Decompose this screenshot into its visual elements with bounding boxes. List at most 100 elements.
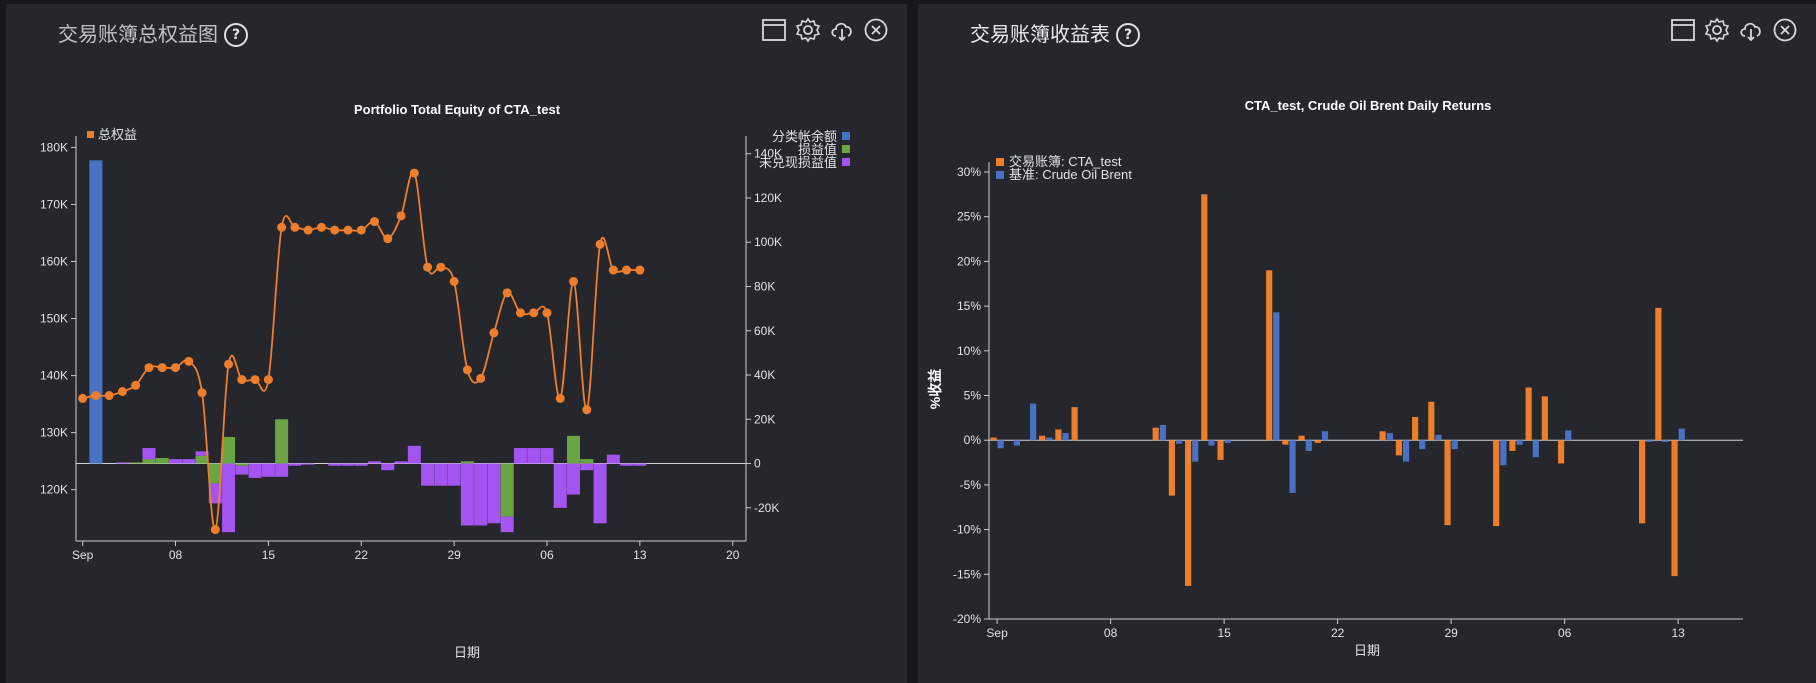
bar-pnl bbox=[155, 458, 169, 464]
legend-swatch-equity bbox=[87, 131, 94, 138]
y-tick-label-right: -20K bbox=[754, 501, 779, 515]
bar-portfolio bbox=[1298, 435, 1305, 441]
help-icon[interactable]: ? bbox=[224, 23, 248, 47]
bar-benchmark bbox=[1305, 440, 1312, 451]
bar-unrealized bbox=[407, 445, 421, 464]
bar-pnl bbox=[142, 459, 156, 464]
equity-point bbox=[370, 217, 380, 227]
bar-portfolio bbox=[1201, 194, 1208, 441]
y-tick-label: -5% bbox=[960, 478, 982, 492]
bar-unrealized bbox=[115, 462, 129, 464]
bar-pnl bbox=[195, 455, 209, 464]
bar-benchmark bbox=[1208, 440, 1215, 446]
download-cloud-icon[interactable] bbox=[829, 17, 855, 43]
equity-panel: 交易账簿总权益图? Portfolio Total Equity of CTA_… bbox=[6, 4, 907, 683]
bar-unrealized bbox=[195, 451, 209, 456]
y-tick-label-right: 20K bbox=[754, 412, 775, 426]
window-icon[interactable] bbox=[761, 17, 787, 43]
y-tick-label: -20% bbox=[953, 612, 981, 626]
equity-point bbox=[117, 387, 127, 397]
bar-unrealized bbox=[341, 463, 355, 466]
bar-unrealized bbox=[169, 459, 183, 464]
help-icon[interactable]: ? bbox=[1116, 23, 1140, 47]
equity-point bbox=[582, 405, 592, 415]
bar-unrealized bbox=[527, 448, 541, 464]
bar-benchmark bbox=[1159, 425, 1166, 441]
y-tick-label-right: 120K bbox=[754, 191, 782, 205]
y-tick-label-right: 0 bbox=[754, 457, 761, 471]
bar-portfolio bbox=[1671, 440, 1678, 577]
bar-unrealized bbox=[487, 463, 501, 524]
equity-point bbox=[250, 375, 260, 385]
bar-portfolio bbox=[1071, 407, 1078, 441]
equity-point bbox=[237, 375, 247, 385]
equity-point bbox=[436, 262, 446, 272]
bar-benchmark bbox=[1451, 440, 1458, 450]
bar-balance bbox=[89, 160, 103, 464]
bar-portfolio bbox=[1185, 440, 1192, 586]
equity-panel-toolbar bbox=[761, 17, 889, 43]
x-tick-label: 15 bbox=[1217, 626, 1231, 640]
bar-benchmark bbox=[1175, 440, 1183, 444]
bar-pnl bbox=[208, 463, 222, 484]
y-tick-label-left: 170K bbox=[40, 197, 68, 211]
bar-benchmark bbox=[1046, 437, 1053, 441]
bar-benchmark bbox=[1678, 428, 1685, 441]
bar-benchmark bbox=[1030, 403, 1037, 441]
y-tick-label: 30% bbox=[957, 165, 981, 179]
chart-title: CTA_test, Crude Oil Brent Daily Returns bbox=[1245, 98, 1492, 113]
equity-point bbox=[383, 234, 393, 244]
bar-portfolio bbox=[1655, 307, 1662, 441]
close-icon[interactable] bbox=[863, 17, 889, 43]
y-tick-label-right: 60K bbox=[754, 324, 775, 338]
bar-unrealized bbox=[460, 463, 474, 526]
bar-benchmark bbox=[1289, 440, 1296, 493]
x-tick-label: Sep bbox=[72, 548, 94, 562]
x-tick-label: 08 bbox=[169, 548, 183, 562]
legend-label-unrealized: 未兑现损益值 bbox=[759, 155, 837, 170]
equity-point bbox=[343, 225, 353, 235]
bar-portfolio bbox=[1639, 440, 1646, 524]
x-tick-label: 29 bbox=[447, 548, 461, 562]
bar-unrealized bbox=[580, 463, 594, 471]
bar-unrealized bbox=[513, 448, 527, 464]
chart-title: Portfolio Total Equity of CTA_test bbox=[354, 102, 561, 117]
bar-pnl bbox=[460, 461, 474, 464]
equity-point bbox=[595, 239, 605, 249]
equity-point bbox=[131, 380, 141, 390]
y-tick-label-right: 140K bbox=[754, 147, 782, 161]
x-tick-label: 13 bbox=[633, 548, 647, 562]
y-tick-label: 20% bbox=[957, 254, 981, 268]
bar-portfolio bbox=[1395, 440, 1402, 456]
equity-point bbox=[569, 276, 579, 286]
equity-point bbox=[330, 225, 340, 235]
equity-panel-title-text: 交易账簿总权益图 bbox=[58, 22, 218, 46]
bar-benchmark bbox=[1565, 430, 1572, 441]
legend-swatch-pnl bbox=[842, 145, 850, 153]
equity-point bbox=[290, 222, 300, 232]
download-cloud-icon[interactable] bbox=[1738, 17, 1764, 43]
bar-pnl bbox=[129, 462, 143, 464]
equity-point bbox=[515, 308, 525, 318]
equity-point bbox=[157, 363, 167, 373]
bar-benchmark bbox=[1224, 440, 1231, 443]
bar-unrealized bbox=[368, 461, 382, 464]
close-icon[interactable] bbox=[1772, 17, 1798, 43]
x-tick-label: 29 bbox=[1444, 626, 1458, 640]
bar-portfolio bbox=[1412, 416, 1419, 441]
equity-point bbox=[423, 262, 433, 272]
window-icon[interactable] bbox=[1670, 17, 1696, 43]
bar-unrealized bbox=[142, 448, 156, 460]
equity-panel-title: 交易账簿总权益图? bbox=[58, 18, 248, 47]
bar-benchmark bbox=[1192, 440, 1199, 462]
legend-label-benchmark: 基准: Crude Oil Brent bbox=[1009, 167, 1132, 182]
bar-unrealized bbox=[606, 454, 620, 464]
gear-icon[interactable] bbox=[795, 17, 821, 43]
bar-portfolio bbox=[1525, 387, 1532, 441]
bar-unrealized bbox=[593, 463, 607, 524]
bar-unrealized bbox=[354, 463, 368, 466]
bar-unrealized bbox=[567, 463, 581, 495]
equity-point bbox=[224, 359, 234, 369]
gear-icon[interactable] bbox=[1704, 17, 1730, 43]
bar-benchmark bbox=[1646, 440, 1653, 442]
